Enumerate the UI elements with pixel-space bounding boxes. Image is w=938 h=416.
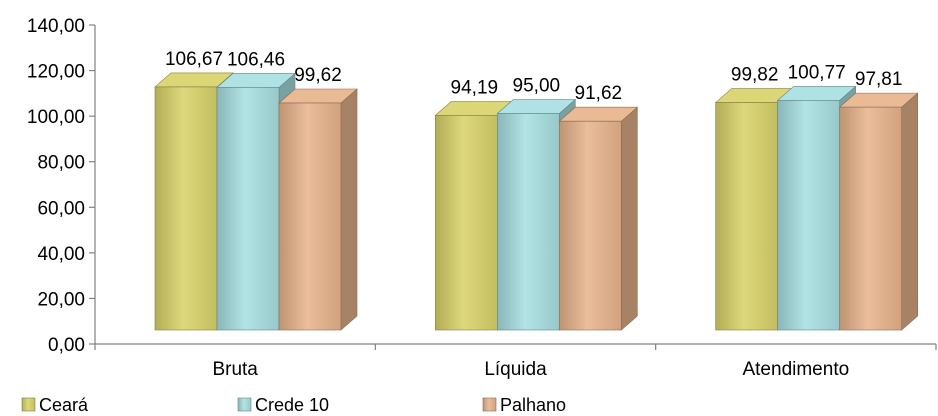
bar-front-face <box>278 102 342 331</box>
legend-label: Crede 10 <box>255 395 329 415</box>
axes: 0,00 20,00 40,00 60,00 80,00 100,00 120,00 140,… <box>27 16 937 356</box>
legend-item: Ceará <box>21 395 89 415</box>
legend-item: Palhano <box>482 395 566 415</box>
y-tick-label: 20,00 <box>37 289 85 310</box>
x-tick-label: Bruta <box>212 359 258 380</box>
legend-label: Palhano <box>500 395 566 415</box>
data-label: 106,67 <box>165 49 223 70</box>
legend-label: Ceará <box>39 395 89 415</box>
y-tick-label: 80,00 <box>37 153 85 174</box>
data-label: 100,77 <box>788 62 846 83</box>
bar-front-face <box>216 87 280 331</box>
legend-item: Crede 10 <box>237 395 329 415</box>
data-label: 99,62 <box>294 65 342 86</box>
data-label: 95,00 <box>513 76 561 97</box>
x-tick-label: Atendimento <box>742 359 849 380</box>
bar-front-face <box>497 113 560 331</box>
y-tick-label: 40,00 <box>37 244 85 265</box>
bar-front-face <box>715 102 778 331</box>
bar-front-face <box>435 115 498 331</box>
bar <box>278 88 358 331</box>
bar <box>838 92 919 331</box>
bar-front-face <box>559 120 622 331</box>
bar-side-face <box>901 92 918 331</box>
data-label: 106,46 <box>227 49 285 70</box>
category-labels: Bruta Líquida Atendimento <box>212 359 849 380</box>
data-label: 97,81 <box>855 69 903 90</box>
legend-swatch <box>21 397 36 412</box>
y-tick-label: 60,00 <box>37 198 85 219</box>
data-label: 94,19 <box>451 77 499 98</box>
bar-front-face <box>154 86 218 331</box>
bars <box>154 72 919 331</box>
bar-side-face <box>340 88 358 331</box>
data-label: 91,62 <box>575 83 623 104</box>
data-label: 99,82 <box>731 65 779 86</box>
legend-swatch <box>482 397 497 412</box>
bar-front-face <box>777 100 840 331</box>
bar-front-face <box>839 106 902 331</box>
y-tick-label: 0,00 <box>48 335 85 356</box>
legend: Ceará Crede 10 Palhano <box>21 395 566 415</box>
bar-side-face <box>621 106 638 331</box>
bar <box>558 106 639 331</box>
value-labels: 106,67 106,46 99,62 94,19 95,00 91,62 99,82 100… <box>165 49 903 104</box>
y-tick-label: 120,00 <box>27 62 85 83</box>
y-tick-label: 100,00 <box>27 107 85 128</box>
y-tick-label: 140,00 <box>27 16 85 37</box>
x-tick-label: Líquida <box>484 359 547 380</box>
legend-swatch <box>237 397 252 412</box>
